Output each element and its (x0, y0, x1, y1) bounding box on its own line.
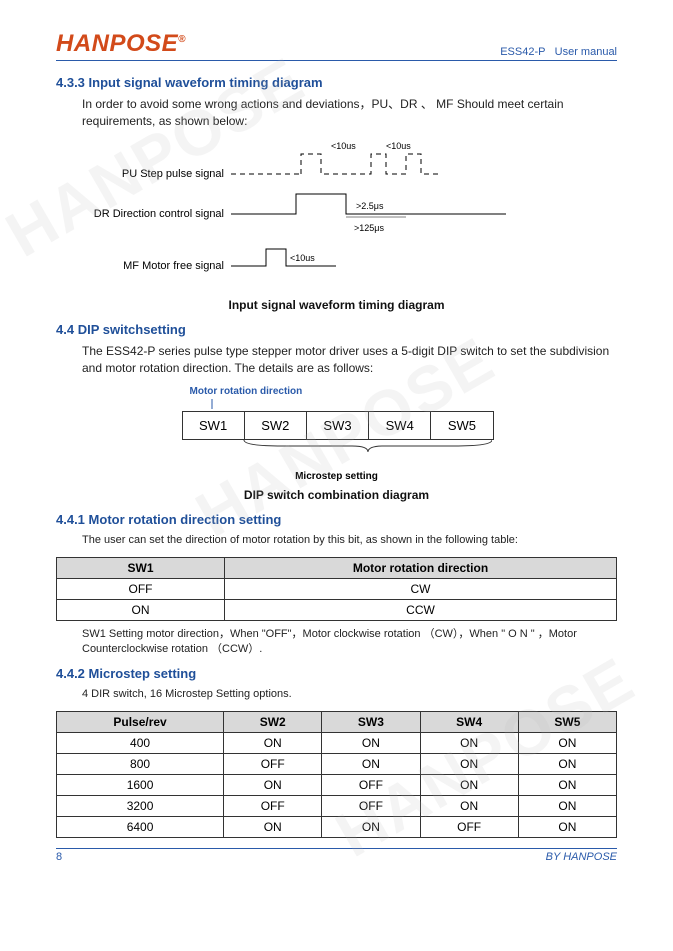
dip-sw3: SW3 (307, 412, 369, 439)
timing-10us-top2: <10us (386, 141, 411, 151)
table-row: OFF CW (57, 578, 617, 599)
table-row: 6400ONONOFFON (57, 817, 617, 838)
col-direction: Motor rotation direction (225, 557, 617, 578)
section-44-heading: 4.4 DIP switchsetting (56, 322, 617, 337)
section-44-intro: The ESS42-P series pulse type stepper mo… (82, 343, 617, 378)
section-442-intro: 4 DIR switch, 16 Microstep Setting optio… (82, 687, 617, 703)
timing-svg: PU Step pulse signal <10us <10us DR Dire… (76, 139, 516, 289)
dip-sw2: SW2 (245, 412, 307, 439)
timing-125us: >125μs (354, 223, 384, 233)
brace-icon (182, 440, 492, 456)
dip-caption: DIP switch combination diagram (56, 488, 617, 502)
direction-table: SW1 Motor rotation direction OFF CW ON C… (56, 557, 617, 621)
table-row: 1600ONOFFONON (57, 775, 617, 796)
product-name: ESS42-P (500, 46, 545, 58)
mf-label: MF Motor free signal (123, 260, 224, 272)
col-sw5: SW5 (518, 712, 616, 733)
dip-switches: SW1 SW2 SW3 SW4 SW5 (182, 411, 494, 440)
section-441-intro: The user can set the direction of motor … (82, 533, 617, 549)
col-sw3: SW3 (322, 712, 420, 733)
document-page: HANPOSE HANPOSE HANPOSE HANPOSE® ESS42-P… (0, 0, 673, 887)
dip-sw5: SW5 (431, 412, 492, 439)
dip-bottom-label: Microstep setting (182, 471, 492, 482)
section-441-note: SW1 Setting motor direction，When "OFF"，M… (82, 627, 617, 659)
page-header: HANPOSE® ESS42-P User manual (56, 30, 617, 61)
pu-label: PU Step pulse signal (122, 168, 224, 180)
timing-10us-top: <10us (331, 141, 356, 151)
table-row: ON CCW (57, 599, 617, 620)
col-sw2: SW2 (224, 712, 322, 733)
section-441-heading: 4.4.1 Motor rotation direction setting (56, 512, 617, 527)
page-footer: 8 BY HANPOSE (56, 848, 617, 863)
col-sw1: SW1 (57, 557, 225, 578)
brand-logo: HANPOSE® (56, 30, 186, 58)
section-442-heading: 4.4.2 Microstep setting (56, 666, 617, 681)
dip-sw4: SW4 (369, 412, 431, 439)
timing-diagram: PU Step pulse signal <10us <10us DR Dire… (76, 139, 617, 292)
timing-caption: Input signal waveform timing diagram (56, 298, 617, 312)
col-sw4: SW4 (420, 712, 518, 733)
table-row: 400ONONONON (57, 733, 617, 754)
col-pulserev: Pulse/rev (57, 712, 224, 733)
header-right: ESS42-P User manual (500, 46, 617, 58)
table-header-row: Pulse/rev SW2 SW3 SW4 SW5 (57, 712, 617, 733)
table-row: 800OFFONONON (57, 754, 617, 775)
dip-sw1: SW1 (183, 412, 245, 439)
dr-label: DR Direction control signal (94, 208, 224, 220)
dip-top-label: Motor rotation direction (190, 386, 492, 397)
page-number: 8 (56, 851, 62, 863)
timing-25us: >2.5μs (356, 201, 384, 211)
section-433-intro: In order to avoid some wrong actions and… (82, 96, 617, 131)
table-header-row: SW1 Motor rotation direction (57, 557, 617, 578)
timing-10us-mf: <10us (290, 253, 315, 263)
section-433-heading: 4.3.3 Input signal waveform timing diagr… (56, 75, 617, 90)
dip-diagram: Motor rotation direction SW1 SW2 SW3 SW4… (182, 386, 492, 482)
microstep-table: Pulse/rev SW2 SW3 SW4 SW5 400ONONONON 80… (56, 711, 617, 838)
table-row: 3200OFFOFFONON (57, 796, 617, 817)
footer-credit: BY HANPOSE (546, 851, 617, 863)
doc-type: User manual (555, 46, 617, 58)
